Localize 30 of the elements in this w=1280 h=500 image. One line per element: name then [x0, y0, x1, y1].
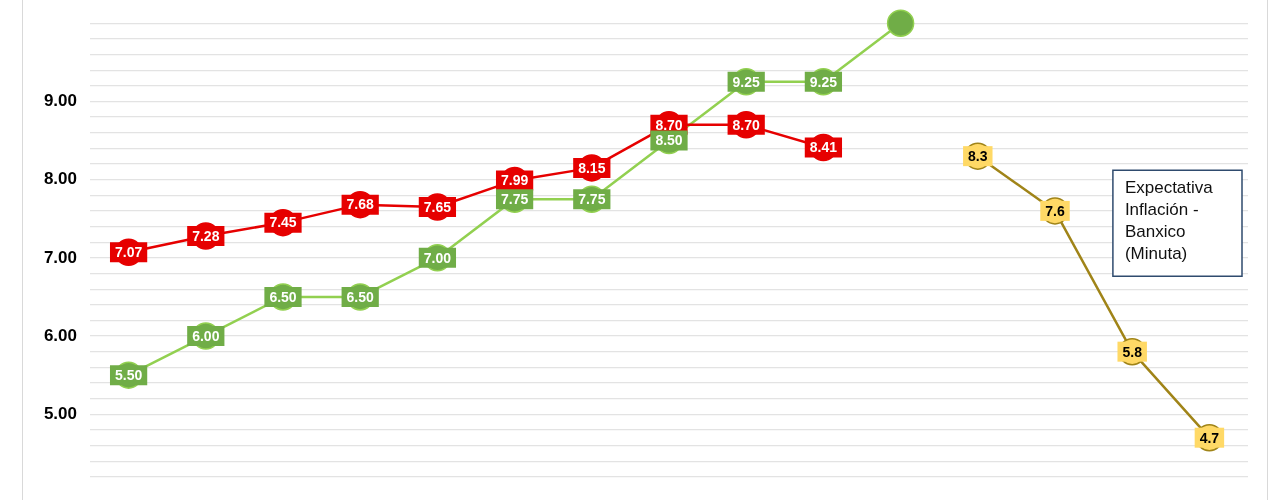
data-label: 8.15	[578, 159, 606, 176]
data-label: 6.50	[269, 288, 297, 305]
y-tick-label: 5.00	[43, 403, 77, 423]
data-label: 7.65	[423, 198, 452, 215]
data-label: 5.50	[114, 366, 143, 383]
data-label: 8.70	[732, 116, 761, 133]
data-label: 7.07	[114, 244, 143, 261]
data-label: 8.50	[655, 132, 683, 149]
data-label: 9.25	[732, 73, 761, 90]
data-label: 6.50	[346, 288, 375, 305]
data-label: 8.3	[968, 148, 988, 165]
data-label: 7.28	[192, 227, 220, 244]
text: Expectativa Inflación - Banxico (Minuta)	[1124, 178, 1214, 264]
data-label: 6.00	[192, 327, 220, 344]
data-label: 7.75	[578, 191, 606, 208]
y-tick-label: 6.00	[43, 325, 77, 345]
data-label: 7.68	[346, 196, 375, 213]
y-tick-label: 9.00	[43, 91, 77, 111]
data-label: 7.00	[423, 249, 452, 266]
data-label: 4.7	[1199, 429, 1220, 446]
data-label: 5.8	[1122, 343, 1143, 360]
y-tick-label: 8.00	[43, 169, 77, 189]
y-tick-label: 7.00	[43, 247, 77, 267]
data-label: 8.70	[655, 116, 683, 133]
data-label: 7.99	[500, 172, 529, 189]
data-label: 7.6	[1045, 202, 1065, 219]
data-label: 7.45	[269, 214, 297, 231]
data-label: 8.41	[809, 139, 838, 156]
data-label: 7.75	[500, 191, 529, 208]
data-label: 9.25	[809, 73, 838, 90]
